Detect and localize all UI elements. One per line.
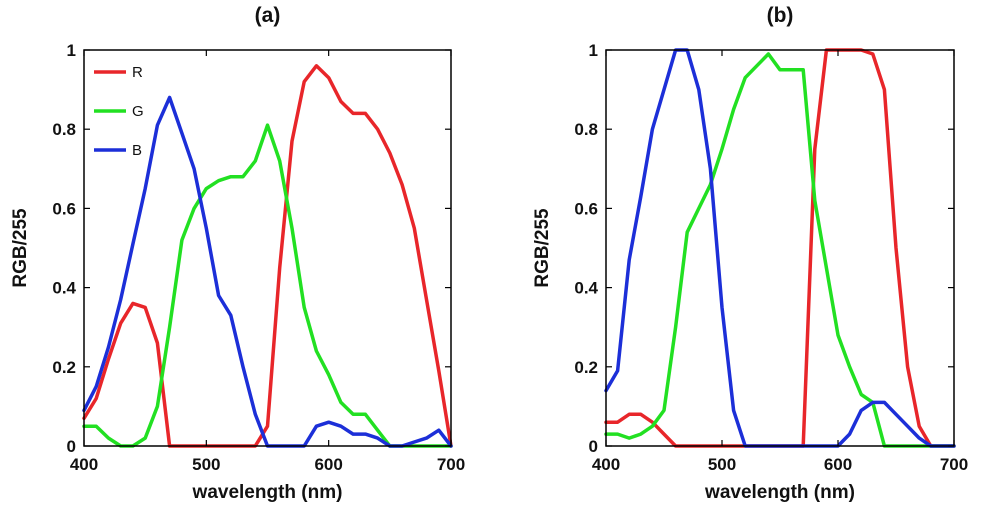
series-line-b — [604, 48, 956, 448]
y-tick-label: 0.6 — [52, 199, 76, 218]
y-tick-label: 0.4 — [52, 279, 76, 298]
legend-label-r: R — [132, 64, 143, 81]
y-tick-label: 1 — [589, 41, 598, 60]
x-tick-label: 600 — [314, 455, 342, 474]
legend-label-g: G — [132, 103, 144, 120]
y-tick-label: 0.4 — [574, 279, 598, 298]
legend-label-b: B — [132, 142, 142, 159]
chart-title: (a) — [255, 4, 281, 27]
chart-panel-1: 400 500 600 700 0 0.2 0.4 0.6 0.8 1 (b) wavelength … — [532, 4, 968, 503]
y-tick-label: 0.2 — [52, 358, 76, 377]
x-axis-label: wavelength (nm) — [704, 482, 855, 503]
y-tick-label: 1 — [67, 41, 76, 60]
x-axis-label: wavelength (nm) — [192, 482, 343, 503]
series-line-r — [82, 64, 453, 448]
x-tick-label: 400 — [592, 455, 620, 474]
y-axis-label: RGB/255 — [532, 208, 553, 288]
y-tick-label: 0 — [589, 437, 598, 456]
x-tick-label: 400 — [70, 455, 98, 474]
y-tick-label: 0.6 — [574, 199, 598, 218]
x-tick-label: 500 — [708, 455, 736, 474]
chart-panel-0: 400 500 600 700 0 0.2 0.4 0.6 0.8 1 (a) wavelength … — [10, 4, 465, 503]
legend: R G B — [94, 64, 144, 159]
x-tick-label: 700 — [437, 455, 465, 474]
x-tick-label: 500 — [192, 455, 220, 474]
plot-frame — [605, 49, 955, 447]
chart-title: (b) — [767, 4, 794, 27]
plot-frame — [83, 49, 452, 447]
y-tick-label: 0.2 — [574, 358, 598, 377]
y-axis-label: RGB/255 — [10, 208, 31, 288]
y-tick-label: 0.8 — [52, 120, 76, 139]
y-tick-label: 0.8 — [574, 120, 598, 139]
x-tick-label: 600 — [824, 455, 852, 474]
x-tick-label: 700 — [940, 455, 968, 474]
y-tick-label: 0 — [67, 437, 76, 456]
